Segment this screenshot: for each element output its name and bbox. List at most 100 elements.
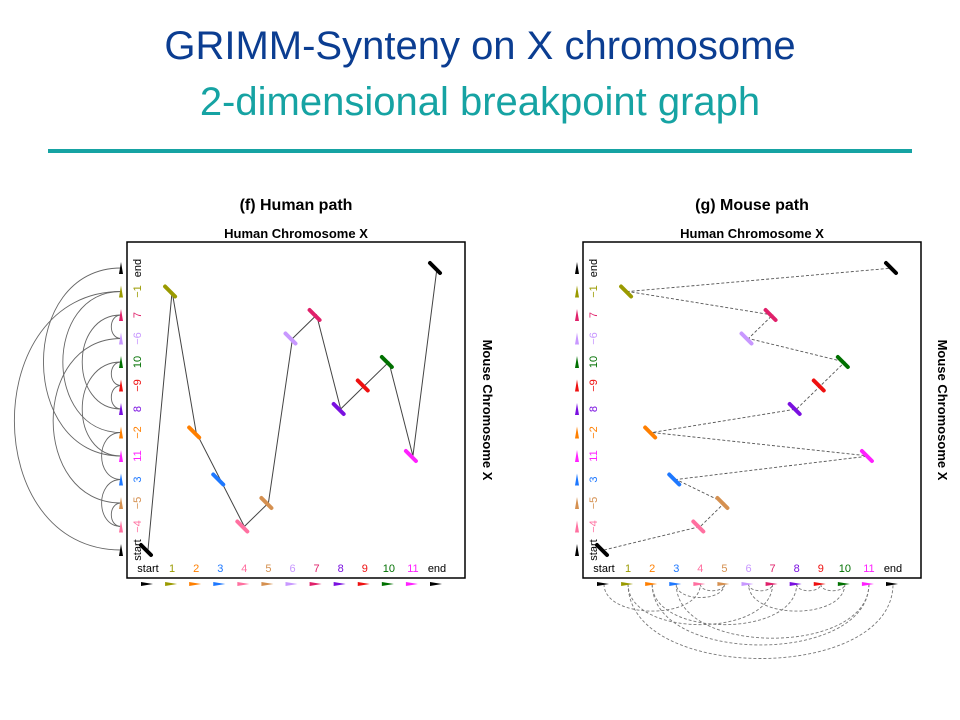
y-tick-start: start	[588, 539, 600, 560]
block-mark-5	[259, 496, 274, 510]
block-mark-10	[379, 355, 394, 369]
adjacency-arc	[110, 502, 122, 527]
y-tick-end: end	[588, 259, 600, 277]
x-tick-6: 6	[745, 563, 751, 575]
y-axis-title: Mouse Chromosome X	[935, 340, 950, 481]
adjacency-arc	[699, 583, 725, 592]
y-arrow-2	[575, 426, 579, 439]
path-polyline	[603, 267, 894, 551]
x-tick-11: 11	[863, 563, 874, 575]
x-tick-2: 2	[649, 563, 655, 575]
plot-frame	[582, 241, 922, 579]
y-arrow-5	[575, 497, 579, 509]
adjacency-arc	[748, 583, 846, 612]
x-arrow-11	[405, 582, 418, 586]
y-arrow-6	[119, 332, 123, 345]
adjacency-arc	[748, 583, 774, 592]
y-tick-5: −5	[588, 497, 600, 510]
adjacency-arc	[13, 291, 122, 551]
x-arrow-end	[430, 582, 442, 586]
block-mark-10	[835, 355, 850, 369]
adjacency-arc	[81, 314, 122, 410]
x-arrow-2	[645, 582, 658, 586]
y-tick-8: 8	[132, 406, 144, 412]
block-mark-7	[307, 308, 322, 322]
y-arrow-10	[119, 356, 123, 368]
x-tick-start: start	[593, 563, 614, 575]
y-arrow-7	[119, 309, 123, 321]
x-arrow-6	[741, 582, 754, 586]
block-mark-11	[859, 449, 874, 463]
x-tick-10: 10	[839, 563, 851, 575]
x-arrow-2	[189, 582, 202, 586]
y-tick-labels: start −4 −5 3 11 −2 8 −9 10 −6 7 −1 end	[132, 259, 144, 561]
y-tick-2: −2	[588, 426, 600, 439]
x-arrow-5	[261, 582, 274, 586]
x-arrow-10	[381, 582, 394, 586]
panel-human-path: (f) Human path Human Chromosome X Mouse …	[13, 197, 495, 586]
y-tick-7: 7	[588, 312, 600, 318]
y-arrow-2	[119, 426, 123, 439]
y-arrow-6	[575, 332, 579, 345]
panel-title: (g) Mouse path	[695, 197, 809, 214]
x-tick-7: 7	[314, 563, 320, 575]
x-arrow-end	[886, 582, 898, 586]
adjacency-arc	[820, 583, 846, 592]
y-arrow-start	[119, 544, 123, 556]
y-arrow-1	[119, 285, 123, 298]
y-arrow-3	[575, 473, 579, 486]
y-tick-9: −9	[132, 379, 144, 392]
y-tick-5: −5	[132, 497, 144, 510]
x-tick-4: 4	[697, 563, 703, 575]
block-mark-8	[787, 402, 802, 416]
y-arrow-11	[575, 450, 579, 462]
adjacency-arc	[110, 314, 122, 339]
x-arrow-6	[285, 582, 298, 586]
y-arrow-8	[575, 403, 579, 415]
block-mark-9	[811, 378, 826, 393]
x-arrow-start	[597, 582, 609, 586]
x-arrow-8	[789, 582, 802, 586]
path-polyline	[147, 267, 438, 551]
block-mark-6	[283, 331, 298, 346]
y-tick-end: end	[132, 259, 144, 277]
block-mark-6	[739, 331, 754, 346]
block-mark-end	[884, 261, 898, 275]
y-tick-9: −9	[588, 379, 600, 392]
y-tick-start: start	[132, 539, 144, 560]
x-arrow-start	[141, 582, 153, 586]
y-tick-4: −4	[132, 520, 144, 533]
y-arrow-8	[119, 403, 123, 415]
block-mark-2	[643, 425, 658, 440]
x-tick-4: 4	[241, 563, 247, 575]
y-arrow-7	[575, 309, 579, 321]
adjacency-arc	[651, 583, 798, 626]
x-arrow-1	[621, 582, 634, 586]
x-tick-9: 9	[818, 563, 824, 575]
x-tick-5: 5	[721, 563, 727, 575]
adjacency-arc	[627, 583, 774, 626]
x-arrow-7	[765, 582, 778, 586]
y-tick-1: −1	[588, 285, 600, 298]
x-tick-labels: start 1 2 3 4 5 6 7 8 9 10 11 end	[593, 563, 902, 575]
y-arrow-9	[575, 379, 579, 392]
block-mark-start	[139, 543, 153, 557]
adjacency-arc	[675, 583, 870, 639]
y-tick-6: −6	[588, 332, 600, 345]
x-tick-end: end	[884, 563, 902, 575]
y-arrow-11	[119, 450, 123, 462]
adjacency-arc	[110, 361, 122, 386]
block-mark-9	[355, 378, 370, 393]
adjacency-arc	[603, 583, 701, 612]
adjacency-arc	[110, 385, 122, 410]
title-divider	[48, 149, 912, 153]
y-arrow-1	[575, 285, 579, 298]
x-arrow-9	[357, 582, 370, 586]
y-tick-2: −2	[132, 426, 144, 439]
x-tick-8: 8	[338, 563, 344, 575]
block-marks	[139, 261, 442, 557]
block-mark-11	[403, 449, 418, 463]
x-tick-5: 5	[265, 563, 271, 575]
x-tick-start: start	[137, 563, 158, 575]
y-tick-3: 3	[588, 476, 600, 482]
